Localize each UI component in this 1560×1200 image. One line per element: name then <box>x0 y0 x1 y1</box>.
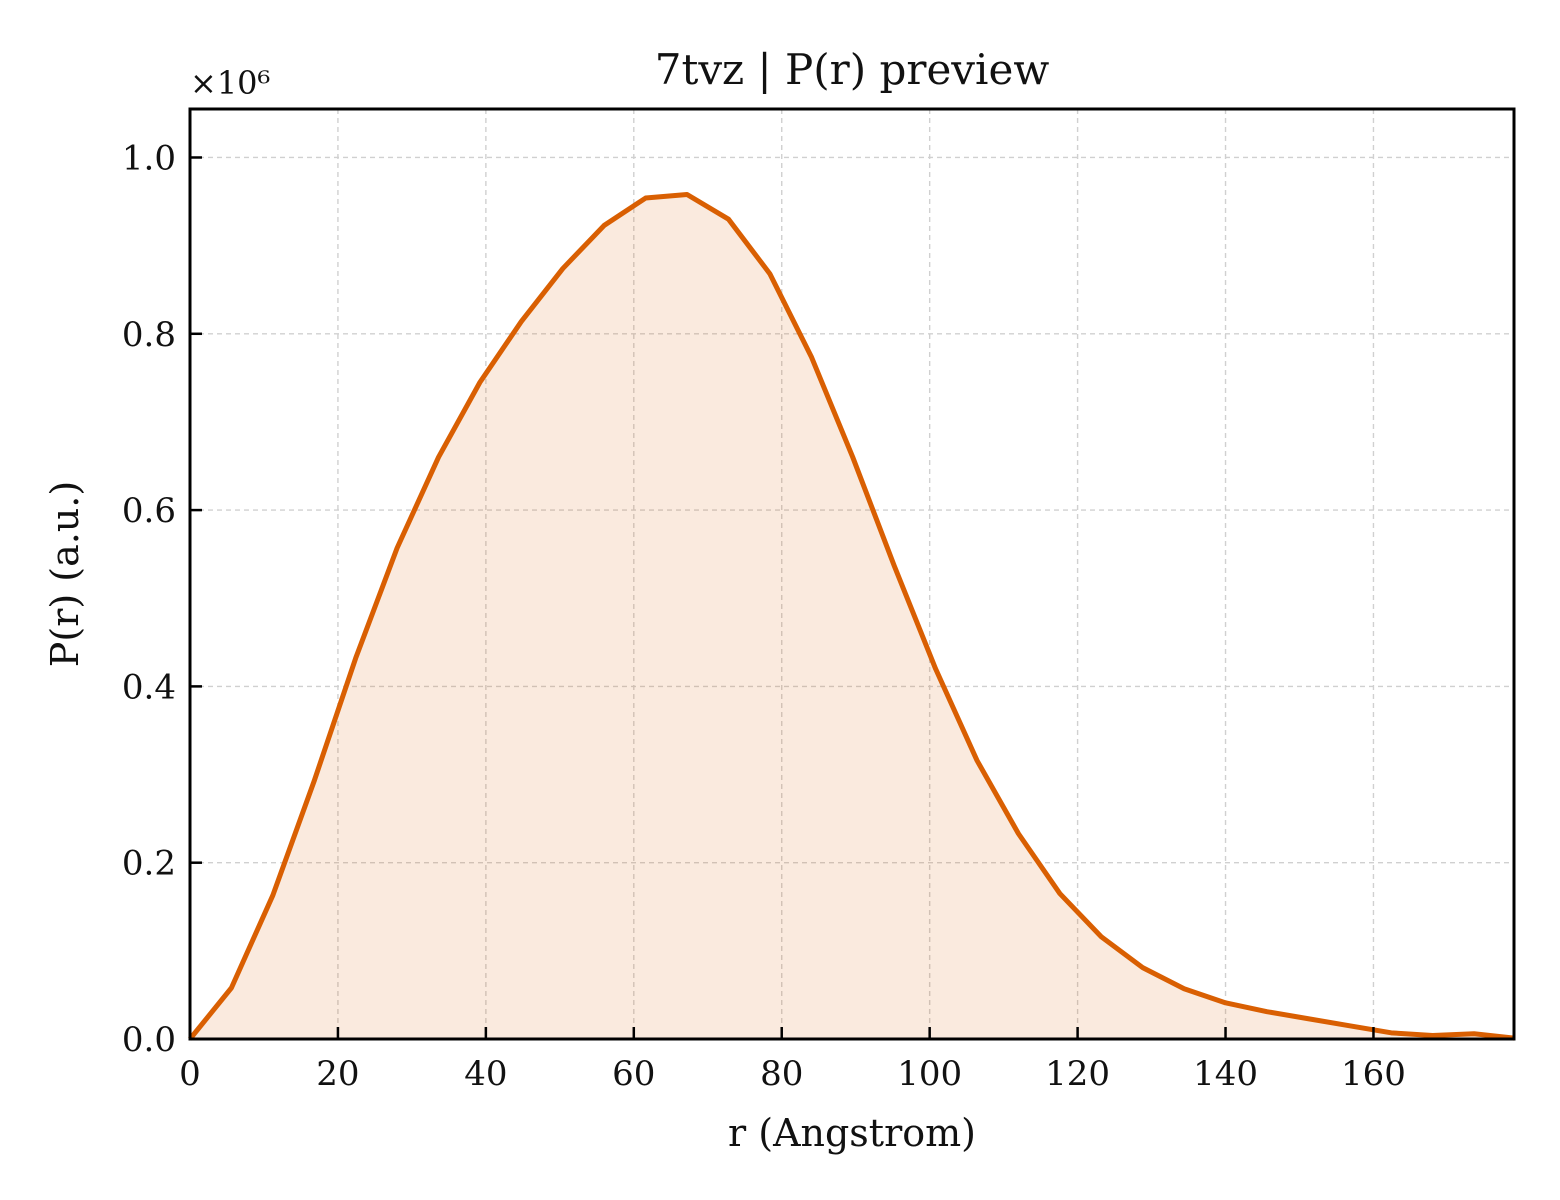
x-tick-label: 80 <box>760 1054 803 1094</box>
grid-lines <box>190 109 1514 1039</box>
y-tick-label: 0.4 <box>122 667 176 707</box>
x-tick-label: 160 <box>1341 1054 1406 1094</box>
x-tick-label: 140 <box>1193 1054 1258 1094</box>
y-axis-label: P(r) (a.u.) <box>43 481 87 667</box>
x-tick-label: 40 <box>464 1054 507 1094</box>
y-tick-label: 1.0 <box>122 138 176 178</box>
y-tick-label: 0.8 <box>122 315 176 355</box>
plot-frame <box>188 107 1516 1041</box>
x-tick-label: 0 <box>179 1054 201 1094</box>
y-tick-label: 0.2 <box>122 844 176 884</box>
axis-ticks: 0 20 40 60 80 100 120 140 160 0.0 0.2 0.4 0.6 0.8 1.0 <box>122 138 1406 1094</box>
x-tick-label: 20 <box>316 1054 359 1094</box>
x-tick-label: 120 <box>1045 1054 1110 1094</box>
chart-title: 7tvz | P(r) preview <box>655 45 1050 94</box>
y-axis-multiplier: ×10⁶ <box>190 64 270 102</box>
y-tick-label: 0.0 <box>122 1020 176 1060</box>
series-line <box>188 192 1515 1041</box>
x-axis-label: r (Angstrom) <box>728 1111 976 1155</box>
y-tick-label: 0.6 <box>122 491 176 531</box>
x-tick-label: 60 <box>612 1054 655 1094</box>
x-tick-label: 100 <box>897 1054 962 1094</box>
series-area-fill <box>190 194 1514 1039</box>
